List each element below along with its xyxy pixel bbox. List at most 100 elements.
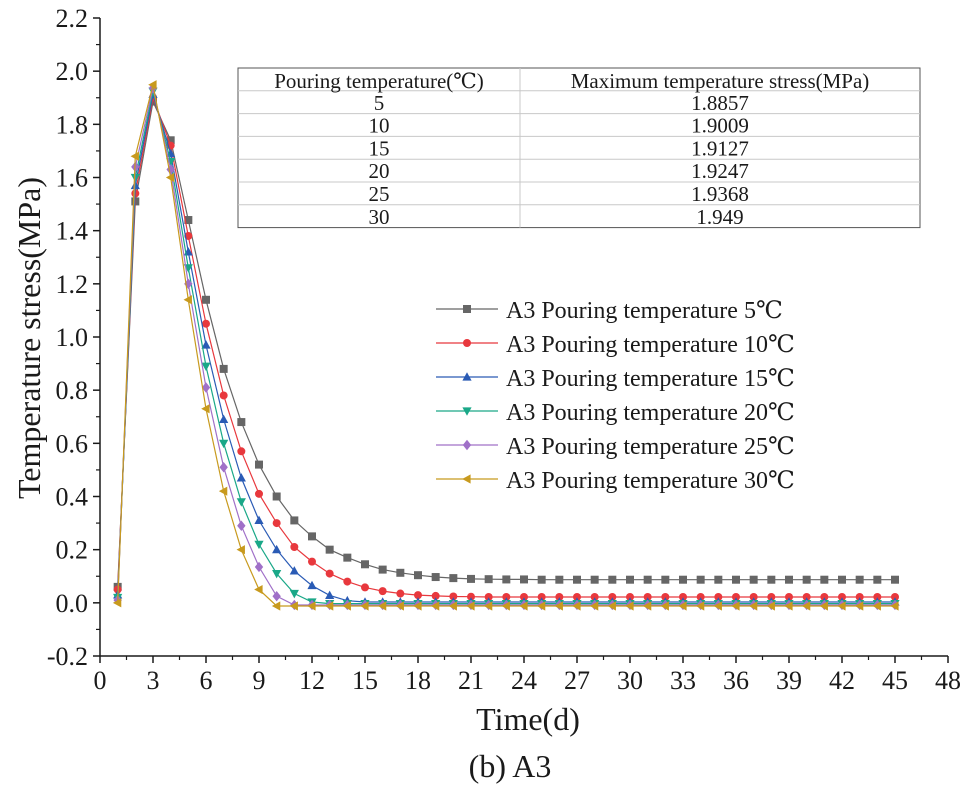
data-point [642,601,652,611]
data-point [201,362,211,372]
table-cell: 1.9009 [691,114,749,138]
data-point [184,216,193,225]
x-tick-label: 48 [935,666,961,695]
data-point [343,577,352,586]
series-2 [113,93,899,601]
data-point [271,601,281,611]
data-point [290,543,299,552]
table-cell: 1.949 [696,205,743,229]
table-cell: 5 [374,91,385,115]
data-point [254,540,264,550]
data-point [625,601,634,611]
data-point [573,575,581,584]
y-tick-label: 1.0 [56,323,89,352]
y-tick-label: 0.0 [56,589,89,618]
data-point [819,601,828,611]
legend-marker [462,474,471,484]
legend-marker [462,372,472,381]
table-border [237,67,921,229]
data-point [201,404,210,414]
x-tick-label: 12 [299,666,325,695]
data-point [537,575,546,584]
data-point [502,592,511,601]
data-point [254,584,263,595]
legend-item-5: A3 Pouring temperature 25℃ [436,434,795,460]
y-tick-label: -0.2 [47,642,88,671]
data-point [237,520,246,531]
x-tick-label: 36 [723,666,749,695]
max-stress-table: Pouring temperature(℃) Maximum temperatur… [237,67,921,229]
data-point [201,382,211,393]
data-point [678,601,687,611]
legend-label: A3 Pouring temperature 20℃ [506,400,795,426]
data-point [749,592,758,601]
x-tick-label: 21 [458,666,484,695]
data-point [255,489,263,498]
data-point [361,583,369,592]
data-point [696,575,705,584]
data-point [272,492,281,501]
data-point [342,601,351,611]
legend: A3 Pouring temperature 5℃ A3 Pouring temp… [436,298,795,494]
data-point [219,414,229,424]
data-point [484,592,493,601]
data-point [536,601,546,611]
data-point [218,486,228,496]
series-6 [112,80,899,611]
x-tick-label: 9 [253,666,266,695]
x-axis-title: Time(d) [476,701,580,737]
data-point [502,575,511,584]
data-point [148,80,157,90]
table-header-cell: Maximum temperature stress(MPa) [571,69,870,93]
data-point [784,601,793,611]
data-point [572,601,581,611]
data-point [785,592,793,601]
x-tick-label: 45 [882,666,908,695]
data-point [661,592,670,601]
data-point [254,561,264,573]
data-point [219,439,229,449]
y-tick-label: 0.2 [56,536,89,565]
figure-caption: (b) A3 [469,748,552,784]
x-tick-label: 33 [670,666,696,695]
data-point [112,598,122,608]
data-point [396,589,405,598]
data-point [272,519,281,528]
legend-label: A3 Pouring temperature 5℃ [506,298,783,324]
legend-marker [463,305,471,313]
data-point [466,601,475,611]
legend-marker [462,439,472,451]
series-lines [112,80,900,611]
y-tick-label: 0.8 [56,376,89,405]
data-point [573,592,581,601]
axes: 0 3 6 9 12 15 18 21 24 27 30 33 36 39 42 45 48-0.20.00.2… [47,4,961,695]
data-point [413,601,422,611]
y-tick-label: 2.2 [56,4,89,33]
x-tick-label: 3 [147,666,160,695]
data-point [643,575,652,584]
data-point [483,601,493,611]
data-point [430,601,440,611]
data-point [767,592,776,601]
data-point [767,575,776,584]
data-point [307,601,316,611]
data-point [361,560,369,569]
data-point [732,575,740,584]
legend-item-3: A3 Pouring temperature 15℃ [436,366,795,392]
data-point [890,601,899,611]
data-point [272,544,282,554]
x-tick-label: 24 [511,666,537,695]
data-point [714,592,723,601]
data-point [414,591,422,600]
table-cell: 1.9368 [691,182,749,206]
data-point [537,592,546,601]
y-tick-label: 2.0 [56,57,89,86]
table-cell: 20 [369,159,390,183]
data-point [643,592,652,601]
data-point [467,574,475,583]
legend-item-4: A3 Pouring temperature 20℃ [436,400,795,426]
data-point [590,575,599,584]
data-point [377,601,387,611]
data-point [237,418,246,427]
data-point [325,569,334,578]
